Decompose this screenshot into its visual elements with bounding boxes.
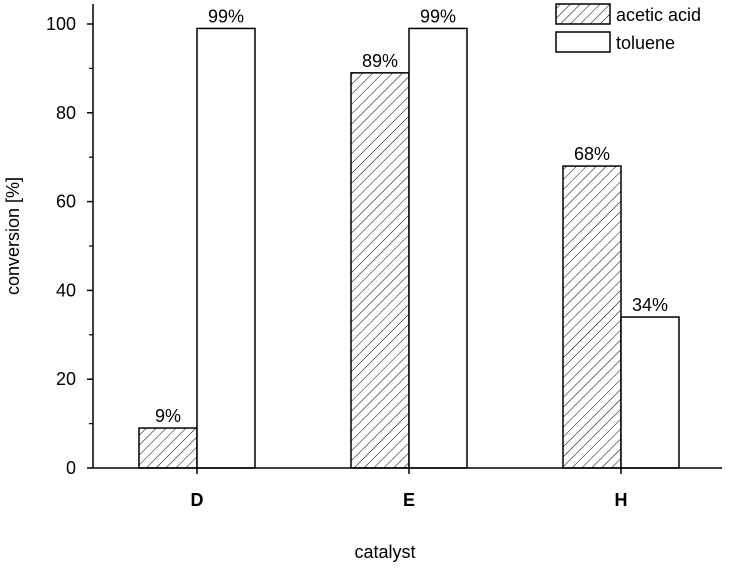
legend: acetic acid toluene — [555, 3, 701, 53]
bar-E-acetic-acid — [350, 72, 410, 469]
legend-label-toluene: toluene — [616, 33, 675, 53]
bar-labels-layer: 9% 99% 89% 99% 68% 34% — [155, 6, 668, 426]
bar-D-acetic-acid — [138, 427, 198, 469]
axes — [92, 4, 722, 469]
bar-H-acetic-acid — [562, 165, 622, 469]
data-label-H-toluene: 34% — [632, 295, 668, 315]
bars-layer — [138, 27, 680, 469]
bar-E-toluene — [408, 27, 468, 469]
y-tick-label: 0 — [66, 458, 76, 478]
bar-D-toluene — [196, 27, 256, 469]
x-axis-title: catalyst — [354, 542, 415, 562]
y-ticks: 0 20 40 60 80 100 — [46, 14, 93, 478]
data-label-E-acetic-acid: 89% — [362, 51, 398, 71]
y-tick-label: 40 — [56, 280, 76, 300]
y-tick-label: 20 — [56, 369, 76, 389]
x-tick-label-E: E — [403, 490, 415, 510]
x-tick-label-D: D — [191, 490, 204, 510]
data-label-E-toluene: 99% — [420, 6, 456, 26]
y-tick-label: 60 — [56, 192, 76, 212]
data-label-H-acetic-acid: 68% — [574, 144, 610, 164]
y-tick-label: 100 — [46, 14, 76, 34]
legend-swatch-acetic-acid — [555, 3, 611, 25]
y-axis-title: conversion [%] — [3, 177, 23, 295]
y-tick-label: 80 — [56, 103, 76, 123]
x-tick-label-H: H — [615, 490, 628, 510]
legend-label-acetic-acid: acetic acid — [616, 5, 701, 25]
bar-H-toluene — [620, 316, 680, 469]
legend-swatch-toluene — [555, 31, 611, 53]
data-label-D-toluene: 99% — [208, 6, 244, 26]
data-label-D-acetic-acid: 9% — [155, 406, 181, 426]
